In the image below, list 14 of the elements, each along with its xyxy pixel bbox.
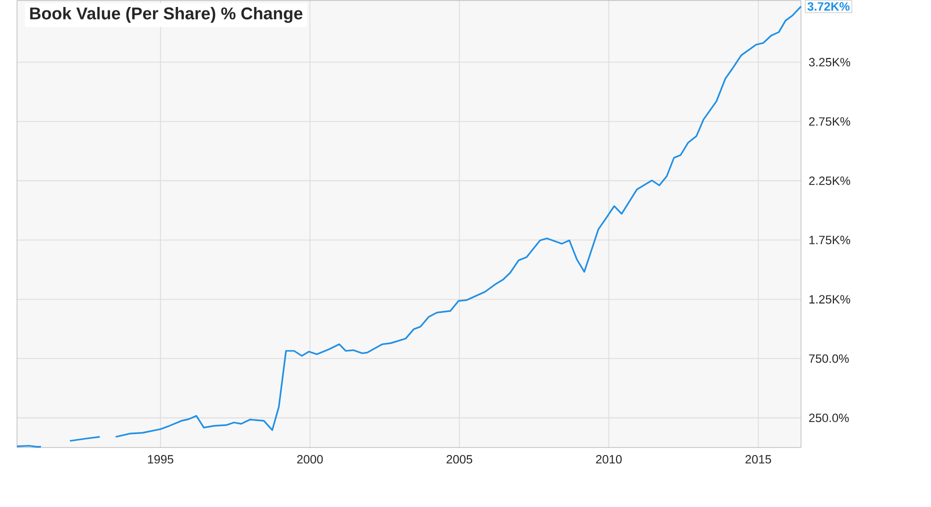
- y-tick-label: 1.75K%: [809, 236, 850, 244]
- x-tick-label: 1995: [148, 455, 174, 464]
- chart-title: Book Value (Per Share) % Change: [30, 7, 302, 24]
- x-tick-label: 2005: [446, 455, 472, 464]
- annotation: 3.72K%: [807, 2, 850, 11]
- y-tick-label: 3.25K%: [808, 58, 850, 67]
- y-tick-label: 2.75K%: [809, 117, 850, 126]
- y-tick-label: 1.25K%: [809, 295, 850, 304]
- y-tick-label: 750.0%: [809, 354, 849, 364]
- y-tick-label: 2.25K%: [809, 176, 850, 186]
- x-tick-label: 2015: [746, 455, 772, 464]
- y-tick-label: 250.0%: [809, 414, 849, 422]
- x-tick-label: 2000: [297, 455, 323, 464]
- x-tick-label: 2010: [596, 455, 622, 464]
